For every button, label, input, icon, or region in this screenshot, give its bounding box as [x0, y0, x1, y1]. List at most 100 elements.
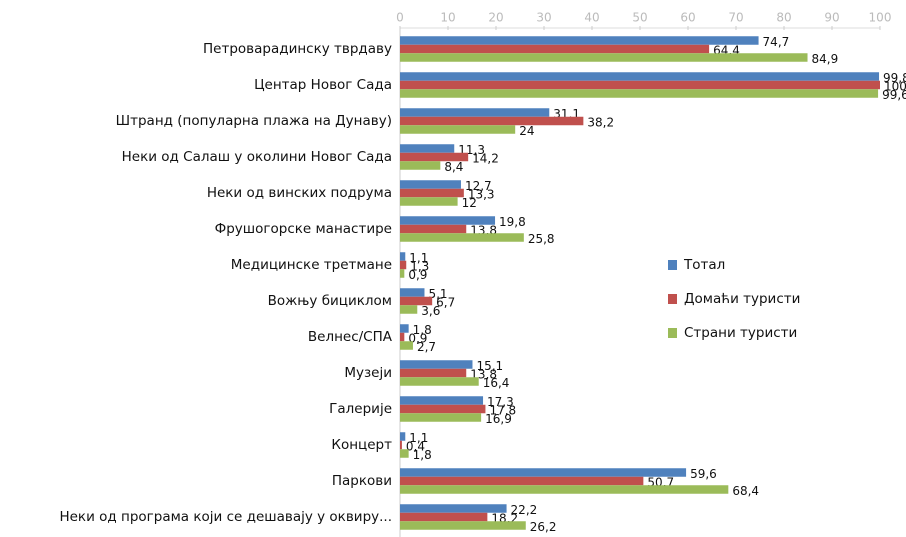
- category-label: Концерт: [331, 437, 392, 453]
- value-label: 2,7: [417, 340, 436, 354]
- bar: [400, 432, 406, 441]
- category-label: Фрушогорске манастире: [215, 221, 392, 237]
- value-label: 12: [462, 196, 477, 210]
- value-label: 17,8: [489, 404, 516, 418]
- x-tick-label: 30: [536, 11, 551, 25]
- value-label: 0,9: [408, 332, 427, 346]
- value-label: 1,3: [410, 260, 429, 274]
- bar: [400, 36, 759, 45]
- legend-swatch: [668, 260, 677, 270]
- value-label: 17,3: [487, 395, 514, 409]
- x-tick-label: 20: [488, 11, 503, 25]
- bar: [400, 440, 402, 450]
- value-label: 84,9: [812, 52, 839, 66]
- legend-swatch: [668, 328, 677, 338]
- bar: [400, 504, 507, 513]
- legend-label: Домаћи туристи: [684, 291, 800, 307]
- category-label: Неки од програма који се дешавају у окви…: [59, 509, 392, 525]
- bar: [400, 224, 467, 234]
- category-label: Галерије: [329, 401, 392, 417]
- value-label: 59,6: [690, 467, 717, 481]
- category-label: Вожњу бициклом: [268, 293, 392, 309]
- bar: [400, 413, 482, 422]
- value-label: 12,7: [465, 179, 492, 193]
- bar: [400, 252, 406, 261]
- value-label: 5,1: [428, 287, 447, 301]
- bar: [400, 512, 488, 522]
- bar: [400, 89, 879, 98]
- value-label: 8,4: [444, 160, 463, 174]
- category-label: Петроварадинску тврдаву: [203, 41, 392, 57]
- bar: [400, 53, 808, 62]
- x-tick-label: 70: [728, 11, 743, 25]
- bar: [400, 288, 425, 297]
- value-label: 13,3: [468, 188, 495, 202]
- bar: [400, 260, 407, 270]
- bar: [400, 368, 467, 378]
- legend-label: Страни туристи: [684, 325, 797, 341]
- bar: [400, 341, 413, 350]
- bar: [400, 485, 729, 494]
- value-label: 1,1: [409, 431, 428, 445]
- x-tick-label: 50: [632, 11, 647, 25]
- value-label: 0,9: [408, 268, 427, 282]
- bar: [400, 197, 458, 206]
- bar: [400, 332, 405, 342]
- legend-label: Тотал: [683, 257, 725, 273]
- value-label: 3,6: [421, 304, 440, 318]
- x-tick-label: 40: [584, 11, 599, 25]
- x-tick-label: 100: [869, 11, 892, 25]
- value-label: 0,4: [406, 440, 425, 454]
- value-label: 6,7: [436, 296, 455, 310]
- bar: [400, 476, 644, 486]
- value-label: 68,4: [732, 484, 759, 498]
- bar: [400, 360, 473, 369]
- value-label: 24: [519, 124, 534, 138]
- category-label: Велнес/СПА: [308, 329, 393, 345]
- legend-swatch: [668, 294, 677, 304]
- value-label: 26,2: [530, 520, 557, 534]
- bar: [400, 377, 479, 386]
- bar: [400, 269, 405, 278]
- category-label: Медицинске третмане: [231, 257, 392, 273]
- bar: [400, 116, 584, 126]
- bar: [400, 161, 441, 170]
- bar: [400, 305, 418, 314]
- value-label: 22,2: [511, 503, 538, 517]
- value-label: 74,7: [763, 35, 790, 49]
- bar: [400, 72, 880, 81]
- category-label: Штранд (популарна плажа на Дунаву): [116, 113, 392, 129]
- bar: [400, 521, 526, 530]
- value-label: 19,8: [499, 215, 526, 229]
- x-tick-label: 80: [776, 11, 791, 25]
- bar: [400, 80, 880, 90]
- category-label: Неки од Салаш у околини Новог Сада: [122, 149, 392, 165]
- bar: [400, 324, 409, 333]
- category-label: Центар Новог Сада: [254, 77, 392, 93]
- bar: [400, 108, 550, 117]
- value-label: 1,8: [413, 448, 432, 462]
- category-label: Паркови: [332, 473, 392, 489]
- value-label: 15,1: [476, 359, 503, 373]
- bar: [400, 449, 409, 458]
- bar: [400, 296, 433, 306]
- bar: [400, 188, 464, 198]
- value-label: 1,8: [413, 323, 432, 337]
- bar: [400, 44, 710, 54]
- x-tick-label: 60: [680, 11, 695, 25]
- value-label: 16,9: [485, 412, 512, 426]
- bar: [400, 396, 484, 405]
- bar: [400, 125, 516, 134]
- value-label: 16,4: [483, 376, 510, 390]
- x-tick-label: 10: [440, 11, 455, 25]
- x-tick-label: 90: [824, 11, 839, 25]
- value-label: 100: [884, 80, 906, 94]
- bar: [400, 468, 687, 477]
- bar: [400, 216, 496, 225]
- value-label: 1,1: [409, 251, 428, 265]
- bar: [400, 152, 469, 162]
- bar: [400, 404, 486, 414]
- value-label: 14,2: [472, 152, 499, 166]
- value-label: 99,6: [882, 88, 906, 102]
